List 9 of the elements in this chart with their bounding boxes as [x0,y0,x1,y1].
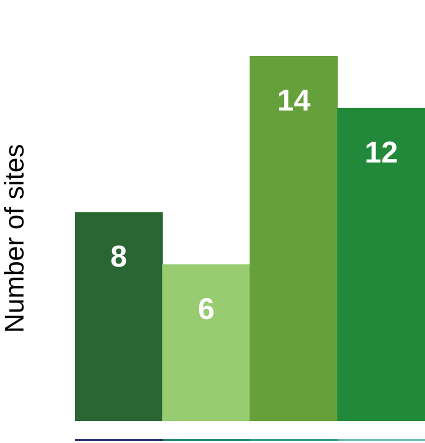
data-label: 14 [277,84,311,118]
data-label: 12 [364,136,398,170]
bar [162,264,250,421]
data-label: 8 [110,240,128,274]
bar [337,108,425,421]
y-axis-title: Number of sites [0,144,30,334]
data-label: 6 [198,292,215,326]
bar [250,56,338,421]
bar [75,212,163,421]
